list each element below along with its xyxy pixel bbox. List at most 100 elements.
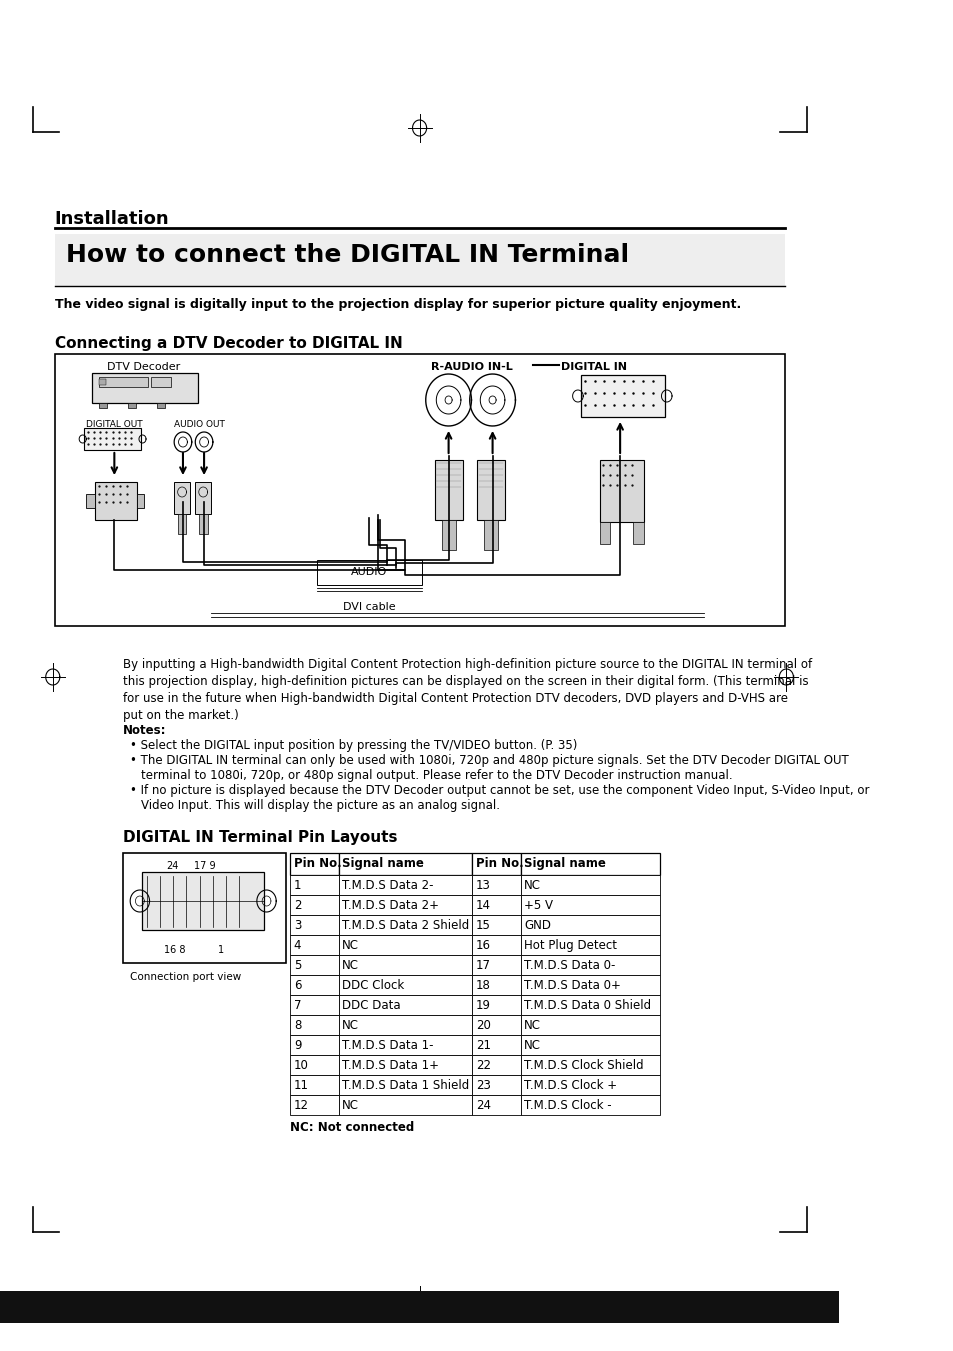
- Bar: [290, 935, 338, 955]
- Bar: [290, 894, 338, 915]
- Bar: [472, 955, 520, 975]
- Bar: [99, 377, 148, 386]
- Bar: [520, 894, 659, 915]
- Text: 1: 1: [294, 880, 301, 892]
- Text: NC: NC: [342, 939, 358, 952]
- Bar: [472, 894, 520, 915]
- Text: NC: NC: [524, 880, 540, 892]
- Bar: [290, 955, 338, 975]
- Bar: [338, 1055, 472, 1075]
- Text: 20: 20: [476, 1019, 490, 1032]
- Bar: [520, 1096, 659, 1115]
- Text: DIGITAL IN: DIGITAL IN: [560, 362, 626, 372]
- Text: Connection port view: Connection port view: [130, 971, 241, 982]
- Text: • Select the DIGITAL input position by pressing the TV/VIDEO button. (P. 35): • Select the DIGITAL input position by p…: [130, 739, 577, 753]
- Text: 17: 17: [476, 959, 491, 971]
- Text: DDC Data: DDC Data: [342, 998, 400, 1012]
- Bar: [520, 935, 659, 955]
- Bar: [290, 875, 338, 894]
- Bar: [290, 852, 338, 875]
- Bar: [599, 521, 610, 544]
- Bar: [441, 520, 456, 550]
- Text: For assistance, please call : 1-888-VIEW PTV(843-9788): For assistance, please call : 1-888-VIEW…: [246, 1298, 592, 1310]
- Text: NC: NC: [342, 959, 358, 971]
- Text: Installation: Installation: [54, 209, 169, 228]
- Text: 7: 7: [294, 998, 301, 1012]
- Text: 24: 24: [476, 1098, 491, 1112]
- Text: T.M.D.S Data 1-: T.M.D.S Data 1-: [342, 1039, 434, 1052]
- Text: 21: 21: [476, 1039, 491, 1052]
- Text: 16: 16: [476, 939, 491, 952]
- Bar: [633, 521, 643, 544]
- Bar: [472, 915, 520, 935]
- Text: AUDIO OUT: AUDIO OUT: [174, 420, 225, 430]
- Text: Signal name: Signal name: [524, 857, 605, 870]
- Bar: [520, 1035, 659, 1055]
- Bar: [338, 994, 472, 1015]
- Text: Connecting a DTV Decoder to DIGITAL IN: Connecting a DTV Decoder to DIGITAL IN: [54, 336, 402, 351]
- Text: NC: NC: [524, 1019, 540, 1032]
- Bar: [316, 561, 422, 585]
- Bar: [483, 520, 497, 550]
- Text: T.M.D.S Data 2+: T.M.D.S Data 2+: [342, 898, 438, 912]
- Text: 15: 15: [476, 919, 490, 932]
- Bar: [290, 1015, 338, 1035]
- Text: • If no picture is displayed because the DTV Decoder output cannot be set, use t: • If no picture is displayed because the…: [130, 784, 869, 797]
- Bar: [95, 482, 137, 520]
- Bar: [520, 875, 659, 894]
- Bar: [290, 975, 338, 994]
- Text: 18: 18: [476, 979, 490, 992]
- Bar: [472, 935, 520, 955]
- Bar: [338, 1035, 472, 1055]
- Bar: [472, 1055, 520, 1075]
- Text: GND: GND: [524, 919, 551, 932]
- Text: DDC Clock: DDC Clock: [342, 979, 404, 992]
- Bar: [520, 1015, 659, 1035]
- Bar: [338, 852, 472, 875]
- Bar: [99, 380, 107, 385]
- Text: 9: 9: [294, 1039, 301, 1052]
- Text: Pin No.: Pin No.: [294, 857, 341, 870]
- Text: DIGITAL OUT: DIGITAL OUT: [86, 420, 143, 430]
- Text: 3: 3: [294, 919, 301, 932]
- Bar: [92, 373, 197, 403]
- Bar: [338, 935, 472, 955]
- Bar: [472, 1075, 520, 1096]
- Bar: [338, 1096, 472, 1115]
- Bar: [599, 459, 643, 521]
- Bar: [338, 915, 472, 935]
- Bar: [128, 403, 136, 408]
- Text: 8: 8: [294, 1019, 301, 1032]
- Text: R-AUDIO IN-L: R-AUDIO IN-L: [431, 362, 512, 372]
- Text: this projection display, high-definition pictures can be displayed on the screen: this projection display, high-definition…: [123, 676, 808, 688]
- Bar: [137, 494, 144, 508]
- Bar: [472, 1096, 520, 1115]
- Bar: [54, 354, 783, 626]
- Text: NC: NC: [524, 1039, 540, 1052]
- Text: 17 9: 17 9: [194, 861, 215, 871]
- Bar: [86, 494, 95, 508]
- Bar: [520, 975, 659, 994]
- Text: terminal to 1080i, 720p, or 480p signal output. Please refer to the DTV Decoder : terminal to 1080i, 720p, or 480p signal …: [141, 769, 732, 782]
- Text: 13: 13: [476, 880, 490, 892]
- Text: By inputting a High-bandwidth Digital Content Protection high-definition picture: By inputting a High-bandwidth Digital Co…: [123, 658, 811, 671]
- Text: 23: 23: [476, 1079, 490, 1092]
- Bar: [290, 1055, 338, 1075]
- Text: T.M.D.S Data 1 Shield: T.M.D.S Data 1 Shield: [342, 1079, 469, 1092]
- Bar: [177, 513, 186, 534]
- Text: for use in the future when High-bandwidth Digital Content Protection DTV decoder: for use in the future when High-bandwidt…: [123, 692, 787, 705]
- Text: 5: 5: [294, 959, 301, 971]
- Text: DTV Decoder: DTV Decoder: [107, 362, 180, 372]
- Bar: [290, 1075, 338, 1096]
- Bar: [142, 871, 264, 929]
- Bar: [98, 403, 107, 408]
- Text: 20: 20: [19, 1298, 42, 1316]
- Text: NC: NC: [342, 1019, 358, 1032]
- Bar: [0, 1292, 839, 1323]
- Bar: [520, 955, 659, 975]
- Text: Notes:: Notes:: [123, 724, 167, 738]
- Bar: [520, 1075, 659, 1096]
- Text: +5 V: +5 V: [524, 898, 553, 912]
- Bar: [338, 955, 472, 975]
- Text: T.M.D.S Data 0-: T.M.D.S Data 0-: [524, 959, 615, 971]
